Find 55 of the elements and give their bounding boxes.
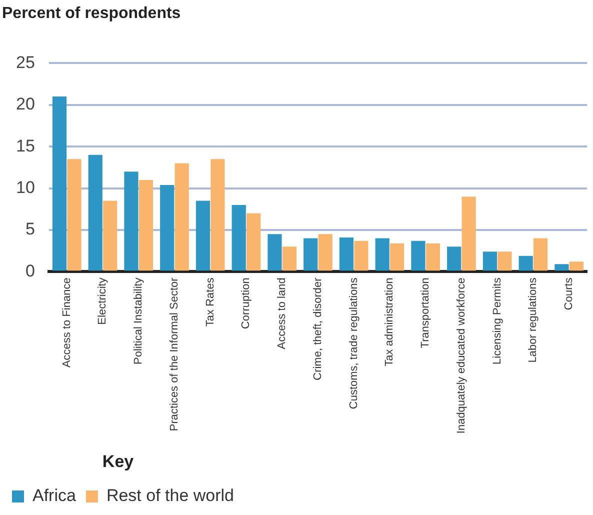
x-tick-label: Customs, trade regulations [348, 277, 360, 410]
x-tick-label: Tax administration [384, 278, 396, 366]
bar [318, 234, 332, 271]
x-tick-label: Labor regulations [527, 277, 540, 363]
bar [462, 196, 476, 271]
y-tick-label: 5 [25, 220, 35, 239]
bar [498, 252, 512, 271]
x-tick-label: Inadquately educated workforce [455, 278, 468, 434]
bar [268, 234, 282, 271]
legend-label: Africa [32, 486, 76, 506]
bar [103, 200, 118, 271]
bar [282, 246, 296, 271]
bar [518, 256, 533, 271]
x-tick-label: Access to Finance [60, 278, 73, 368]
bar [390, 243, 404, 271]
x-tick-label: Electricity [96, 277, 109, 325]
bar [210, 159, 225, 271]
bar [533, 238, 548, 271]
chart-title: Percent of respondents [2, 5, 181, 22]
x-tick-label: Licensing Permits [491, 277, 504, 364]
x-tick-label: Courts [563, 277, 576, 310]
bar [304, 238, 318, 271]
bar [554, 264, 569, 271]
bar [52, 96, 67, 271]
bar [411, 240, 426, 271]
y-tick-label: 10 [16, 178, 35, 197]
x-tick-label: Tax Rates [204, 277, 216, 327]
bar [88, 154, 102, 271]
bar [232, 204, 246, 271]
x-tick-label: Practices of the Informal Sector [168, 277, 180, 432]
y-tick-label: 20 [16, 94, 35, 114]
y-tick-label: 0 [25, 261, 35, 280]
bar [482, 252, 498, 271]
y-tick-label: 15 [16, 136, 35, 156]
bar [447, 246, 462, 271]
bar [160, 184, 174, 271]
x-tick-label: Transportation [420, 278, 432, 348]
bar [569, 262, 584, 271]
bar [124, 172, 138, 271]
x-tick-label: Crime, theft, disorder [312, 277, 324, 380]
legend-label: Rest of the world [106, 486, 234, 506]
bar [246, 213, 261, 271]
bar [354, 240, 368, 271]
x-tick-label: Political Instability [132, 277, 145, 364]
bar [138, 180, 154, 271]
bar [375, 238, 390, 271]
bar [339, 237, 354, 271]
bar [426, 243, 440, 271]
y-tick-label: 25 [16, 52, 35, 72]
x-tick-label: Corruption [240, 278, 252, 330]
x-tick-label: Access to land [276, 278, 288, 350]
legend-title: Key [102, 452, 134, 471]
bar [196, 200, 210, 271]
bar [174, 163, 189, 271]
bar [67, 159, 82, 271]
